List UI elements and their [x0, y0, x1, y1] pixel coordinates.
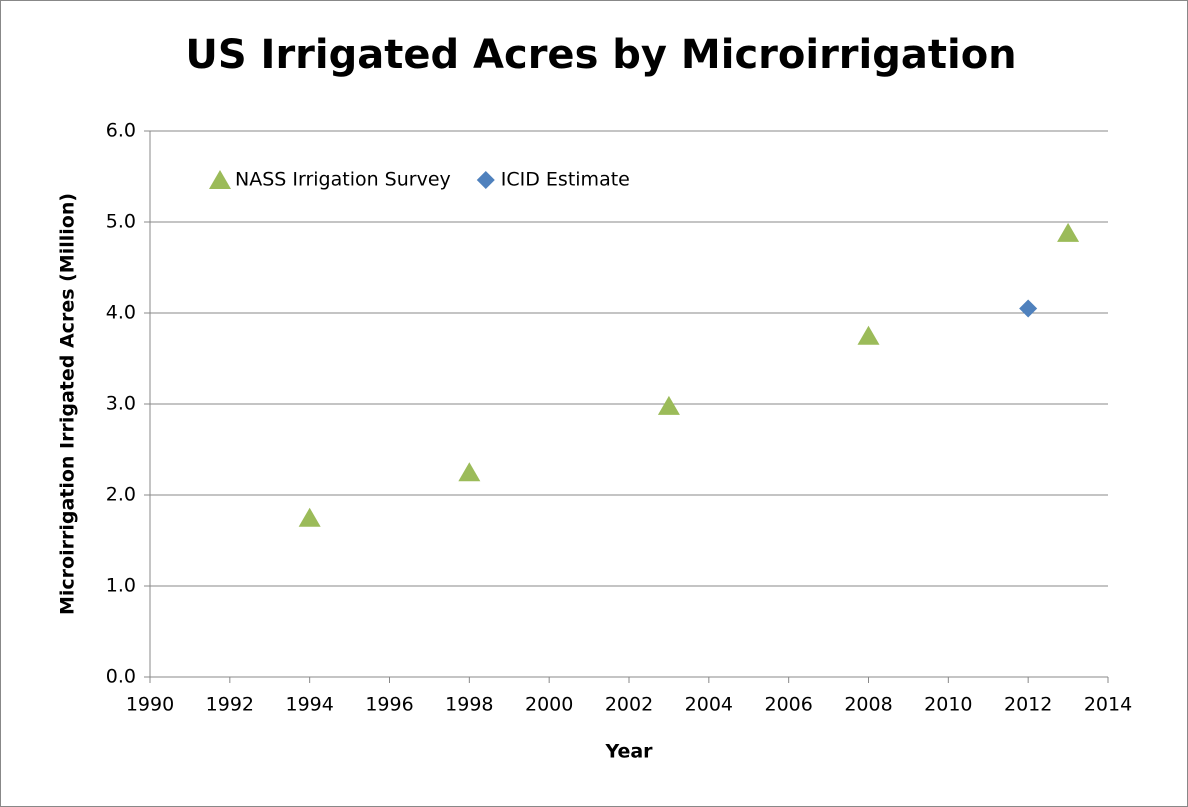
- x-axis-label: Year: [604, 741, 653, 763]
- y-tick-label: 2.0: [106, 484, 136, 506]
- x-tick-label: 1992: [206, 694, 254, 716]
- x-tick-label: 2008: [844, 694, 892, 716]
- x-tick-label: 2000: [525, 694, 573, 716]
- triangle-marker: [1057, 222, 1080, 242]
- x-tick-label: 2002: [605, 694, 653, 716]
- y-tick-label: 4.0: [106, 302, 136, 324]
- triangle-marker: [298, 507, 321, 527]
- triangle-marker: [657, 395, 680, 415]
- y-axis-label: Microirrigation Irrigated Acres (Million…: [57, 193, 79, 615]
- chart-title: US Irrigated Acres by Microirrigation: [185, 32, 1016, 78]
- x-tick-label: 2010: [924, 694, 972, 716]
- y-tick-label: 0.0: [106, 666, 136, 688]
- diamond-marker: [476, 171, 495, 189]
- y-tick-label: 6.0: [106, 120, 136, 142]
- x-tick-label: 1990: [126, 694, 174, 716]
- x-tick-label: 2004: [685, 694, 733, 716]
- x-tick-label: 1996: [365, 694, 413, 716]
- y-tick-label: 1.0: [106, 575, 136, 597]
- x-tick-label: 1994: [285, 694, 333, 716]
- x-tick-label: 1998: [445, 694, 493, 716]
- y-tick-label: 3.0: [106, 393, 136, 415]
- x-tick-label: 2014: [1084, 694, 1132, 716]
- diamond-marker: [1019, 299, 1038, 318]
- x-tick-label: 2012: [1004, 694, 1052, 716]
- x-tick-label: 2006: [764, 694, 812, 716]
- legend-label: ICID Estimate: [501, 169, 630, 191]
- triangle-marker: [857, 325, 880, 345]
- triangle-marker: [209, 170, 231, 189]
- triangle-marker: [458, 462, 481, 482]
- legend-label: NASS Irrigation Survey: [235, 169, 451, 191]
- y-tick-label: 5.0: [106, 211, 136, 233]
